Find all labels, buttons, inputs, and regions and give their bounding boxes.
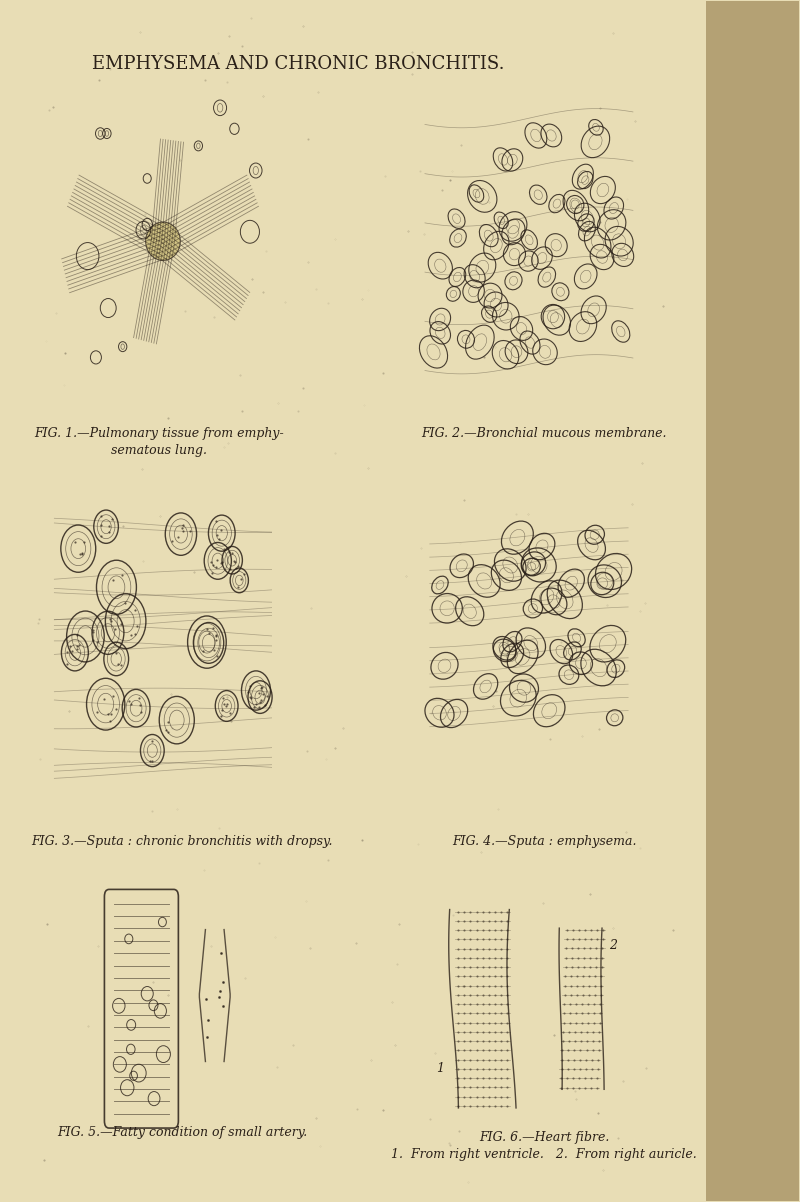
Text: FIG. 5.—Fatty condition of small artery.: FIG. 5.—Fatty condition of small artery. — [57, 1126, 307, 1139]
Text: EMPHYSEMA AND CHRONIC BRONCHITIS.: EMPHYSEMA AND CHRONIC BRONCHITIS. — [91, 55, 504, 73]
Text: FIG. 6.—Heart fibre.
1.  From right ventricle.   2.  From right auricle.: FIG. 6.—Heart fibre. 1. From right ventr… — [391, 1131, 698, 1161]
Text: FIG. 3.—Sputa : chronic bronchitis with dropsy.: FIG. 3.—Sputa : chronic bronchitis with … — [31, 835, 333, 847]
Text: FIG. 4.—Sputa : emphysema.: FIG. 4.—Sputa : emphysema. — [452, 835, 637, 847]
Text: FIG. 2.—Bronchial mucous membrane.: FIG. 2.—Bronchial mucous membrane. — [422, 427, 667, 440]
Text: FIG. 1.—Pulmonary tissue from emphy-
sematous lung.: FIG. 1.—Pulmonary tissue from emphy- sem… — [34, 427, 284, 457]
Ellipse shape — [146, 222, 180, 261]
Text: 1: 1 — [437, 1063, 445, 1075]
Bar — [706, 1, 798, 1201]
Text: 2: 2 — [609, 939, 617, 952]
